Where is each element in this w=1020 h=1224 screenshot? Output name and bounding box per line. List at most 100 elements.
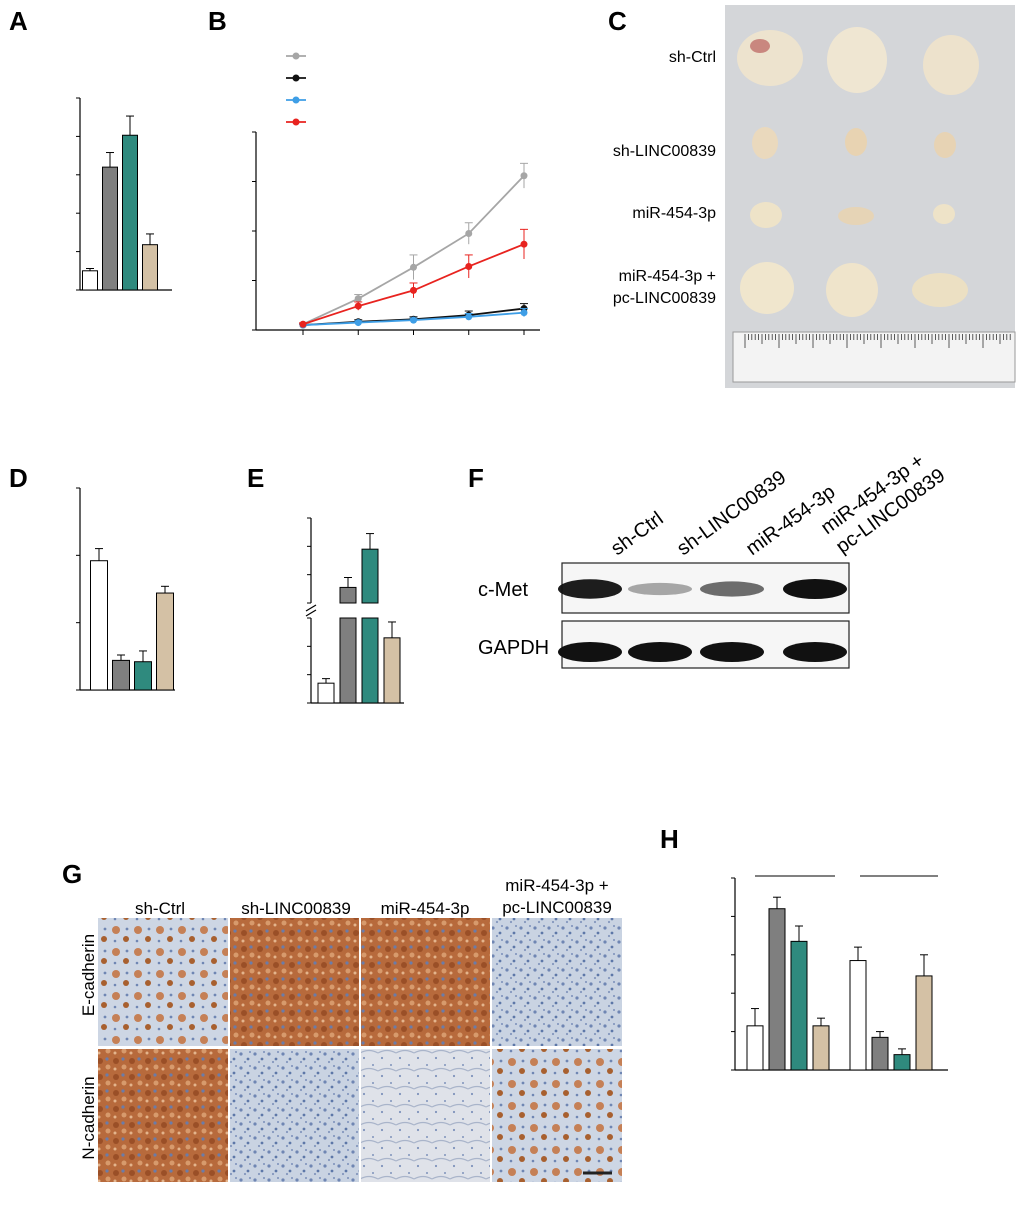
bar (82, 270, 98, 291)
ihc-image-ecad-combination (492, 918, 622, 1046)
blot-band-c-met (558, 579, 622, 599)
panel-label-h: H (660, 824, 679, 854)
ruler (732, 331, 1016, 383)
bar (90, 560, 108, 691)
tumor (845, 128, 867, 156)
ihc-column-label-combination-line2: pc-LINC00839 (502, 898, 612, 917)
data-point (354, 319, 362, 327)
blot-band-c-met (700, 581, 764, 597)
data-point (520, 309, 528, 317)
bar (871, 1036, 889, 1071)
panel-label-c: C (608, 6, 627, 36)
tumor-photo-panel: sh-Ctrl sh-LINC00839 miR-454-3p miR-454-… (613, 5, 1016, 388)
ihc-image-ncad-combination (492, 1049, 622, 1182)
ihc-column-label-sh-ctrl: sh-Ctrl (135, 899, 185, 918)
data-point (465, 313, 473, 321)
tumor (827, 27, 887, 93)
bar (142, 244, 158, 291)
photo-row-label-mir-454-3p: miR-454-3p (632, 205, 716, 222)
tumor (934, 132, 956, 158)
legend-swatch-marker (292, 96, 300, 104)
tumor (737, 30, 803, 86)
bar (134, 661, 152, 691)
chart-e (305, 517, 404, 704)
tumor (752, 127, 778, 159)
data-point (465, 262, 473, 270)
data-point (354, 295, 362, 303)
western-blot-panel: sh-Ctrl sh-LINC00839 miR-454-3p miR-454-… (478, 450, 949, 669)
blot-band-gapdh (700, 642, 764, 662)
panel-label-g: G (62, 859, 82, 889)
photo-row-label-combination-line2: pc-LINC00839 (613, 290, 716, 307)
chart-h (731, 875, 948, 1071)
ihc-column-label-sh-linc00839: sh-LINC00839 (241, 899, 351, 918)
series-2 (286, 96, 528, 329)
ihc-image-ecad-sh-ctrl (98, 918, 228, 1046)
bar-upper-segment (339, 586, 357, 604)
tumor-row-sh-ctrl (737, 27, 979, 95)
tumor (923, 35, 979, 95)
series-0 (286, 52, 528, 328)
data-point (410, 286, 417, 294)
chart-b (252, 52, 540, 335)
legend-swatch-marker (292, 74, 300, 82)
ihc-column-label-mir-454-3p: miR-454-3p (381, 899, 470, 918)
ihc-panel: sh-Ctrl sh-LINC00839 miR-454-3p miR-454-… (79, 876, 622, 1182)
ihc-row-label-n-cadherin: N-cadherin (79, 1076, 98, 1159)
chart-d (76, 487, 175, 691)
ihc-column-label-combination-line1: miR-454-3p + (505, 876, 609, 895)
ihc-image-ncad-mir-454-3p (361, 1049, 490, 1182)
panel-label-e: E (247, 463, 264, 493)
data-point (410, 316, 417, 324)
bar (102, 166, 118, 291)
bar-lower-segment (361, 617, 379, 704)
bar (317, 682, 335, 704)
legend-swatch-marker (292, 52, 300, 60)
tumor (838, 207, 874, 225)
panel-label-a: A (9, 6, 28, 36)
blot-row-label-gapdh: GAPDH (478, 637, 549, 659)
photo-row-label-sh-linc00839: sh-LINC00839 (613, 143, 716, 160)
axis-break-mark (305, 609, 317, 617)
tumor-row-sh-linc00839 (752, 127, 956, 159)
panel-label-d: D (9, 463, 28, 493)
series-3 (286, 118, 528, 328)
bar (746, 1025, 764, 1071)
bar (383, 637, 401, 704)
bar (156, 592, 174, 691)
chart-a (76, 97, 172, 291)
blot-band-c-met (783, 579, 847, 599)
bar (812, 1025, 830, 1071)
blot-row-label-c-met: c-Met (478, 579, 528, 601)
tumor-row-mir-454-3p (750, 202, 955, 228)
blot-band-c-met (628, 582, 692, 596)
photo-row-label-combination-line1: miR-454-3p + (619, 268, 716, 285)
panel-label-b: B (208, 6, 227, 36)
blot-lane-label-sh-ctrl: sh-Ctrl (607, 508, 668, 560)
data-point (520, 172, 528, 180)
blot-band-gapdh (783, 642, 847, 662)
ruler-body (732, 331, 1016, 383)
data-point (520, 240, 528, 248)
tumor (912, 273, 968, 307)
tumor (826, 263, 878, 317)
bar (849, 960, 867, 1071)
tumor (933, 204, 955, 224)
tumor (740, 262, 794, 314)
axis-break-mark (305, 604, 317, 612)
blot-band-gapdh (628, 642, 692, 662)
data-point (299, 320, 307, 328)
ihc-row-label-e-cadherin: E-cadherin (79, 934, 98, 1016)
bar (112, 659, 130, 691)
tumor-hemorrhage (750, 39, 770, 53)
bar-upper-segment (361, 548, 379, 604)
bar (790, 940, 808, 1071)
tumor-row-combination (740, 262, 968, 317)
bar (768, 908, 786, 1071)
bar (915, 975, 933, 1071)
ihc-image-ecad-mir-454-3p (361, 918, 490, 1046)
data-point (354, 302, 362, 310)
ihc-image-ncad-sh-ctrl (98, 1049, 228, 1182)
series-line (302, 175, 525, 326)
